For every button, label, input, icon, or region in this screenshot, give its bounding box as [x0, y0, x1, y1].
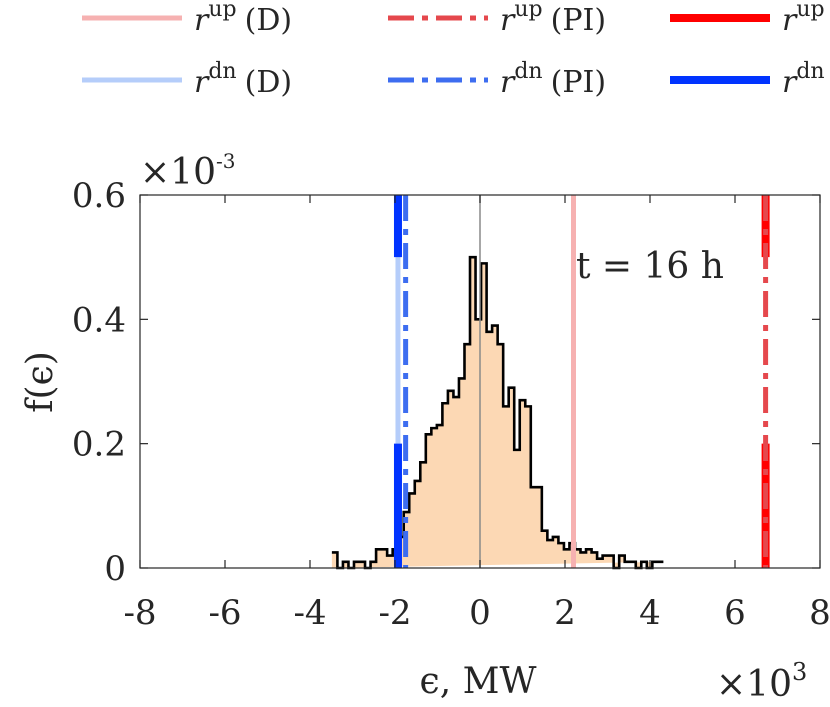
histogram-bin	[581, 552, 587, 568]
histogram-bin	[531, 487, 537, 568]
x-tick-label: -4	[293, 593, 326, 633]
histogram-bin	[514, 450, 520, 568]
legend-entry-r-dn-H: rdn(H)	[670, 59, 830, 100]
x-tick-label: -2	[378, 593, 411, 633]
histogram-bin	[597, 559, 603, 568]
legend-label: rdn (D)	[194, 59, 292, 100]
histogram-bin	[448, 391, 454, 568]
x-axis-label: ϵ, MW	[420, 661, 537, 702]
histogram-bin	[459, 378, 465, 568]
legend-label: rup(H)	[782, 0, 830, 38]
histogram-bin	[387, 556, 393, 568]
x-tick-label: 6	[724, 593, 746, 633]
x-tick-label: 4	[639, 593, 661, 633]
time-annotation: t = 16 h	[576, 246, 724, 287]
legend-entry-r-up-H: rup(H)	[670, 0, 830, 38]
legend-label: rdn (PI)	[500, 59, 606, 100]
y-multiplier: ×10-3	[140, 149, 235, 193]
x-tick-label: 2	[554, 593, 576, 633]
histogram-bin	[442, 403, 448, 568]
y-tick-label: 0	[104, 549, 126, 589]
legend-entry-r-up-PI: rup (PI)	[388, 0, 606, 38]
legend-label: rup (PI)	[500, 0, 606, 38]
legend-label: rup (D)	[194, 0, 292, 38]
y-axis-label: f(ϵ)	[20, 351, 61, 413]
plot-area: -8 -6 -4 -2 0 2 4 6 8 0 0.2 0.4 0.6	[72, 176, 830, 633]
histogram-bin	[503, 406, 509, 568]
histogram-outline	[331, 255, 664, 570]
x-tick-label: 8	[809, 593, 830, 633]
histogram-bin	[547, 540, 553, 568]
x-multiplier: ×103	[716, 658, 807, 705]
legend-entry-r-up-D: rup (D)	[82, 0, 292, 38]
y-tick-label: 0.6	[72, 176, 126, 216]
x-tick-label: -6	[208, 593, 241, 633]
histogram-bin	[437, 425, 443, 568]
legend: rup(D) rup(PI) rup(H) rdn(D) rdn(PI) rdn(H)	[82, 0, 830, 100]
legend-label: rdn(H)	[782, 59, 830, 100]
histogram-bin	[487, 332, 493, 568]
x-tick-label: -8	[123, 593, 156, 633]
y-tick-label: 0.2	[72, 425, 126, 465]
x-tick-label: 0	[469, 593, 491, 633]
histogram-bin	[431, 428, 437, 568]
legend-entry-r-dn-PI: rdn (PI)	[388, 59, 606, 100]
histogram-bin	[453, 397, 459, 568]
legend-entry-r-dn-D: rdn (D)	[82, 59, 292, 100]
y-tick-label: 0.4	[72, 300, 126, 340]
histogram-bin	[492, 326, 498, 568]
